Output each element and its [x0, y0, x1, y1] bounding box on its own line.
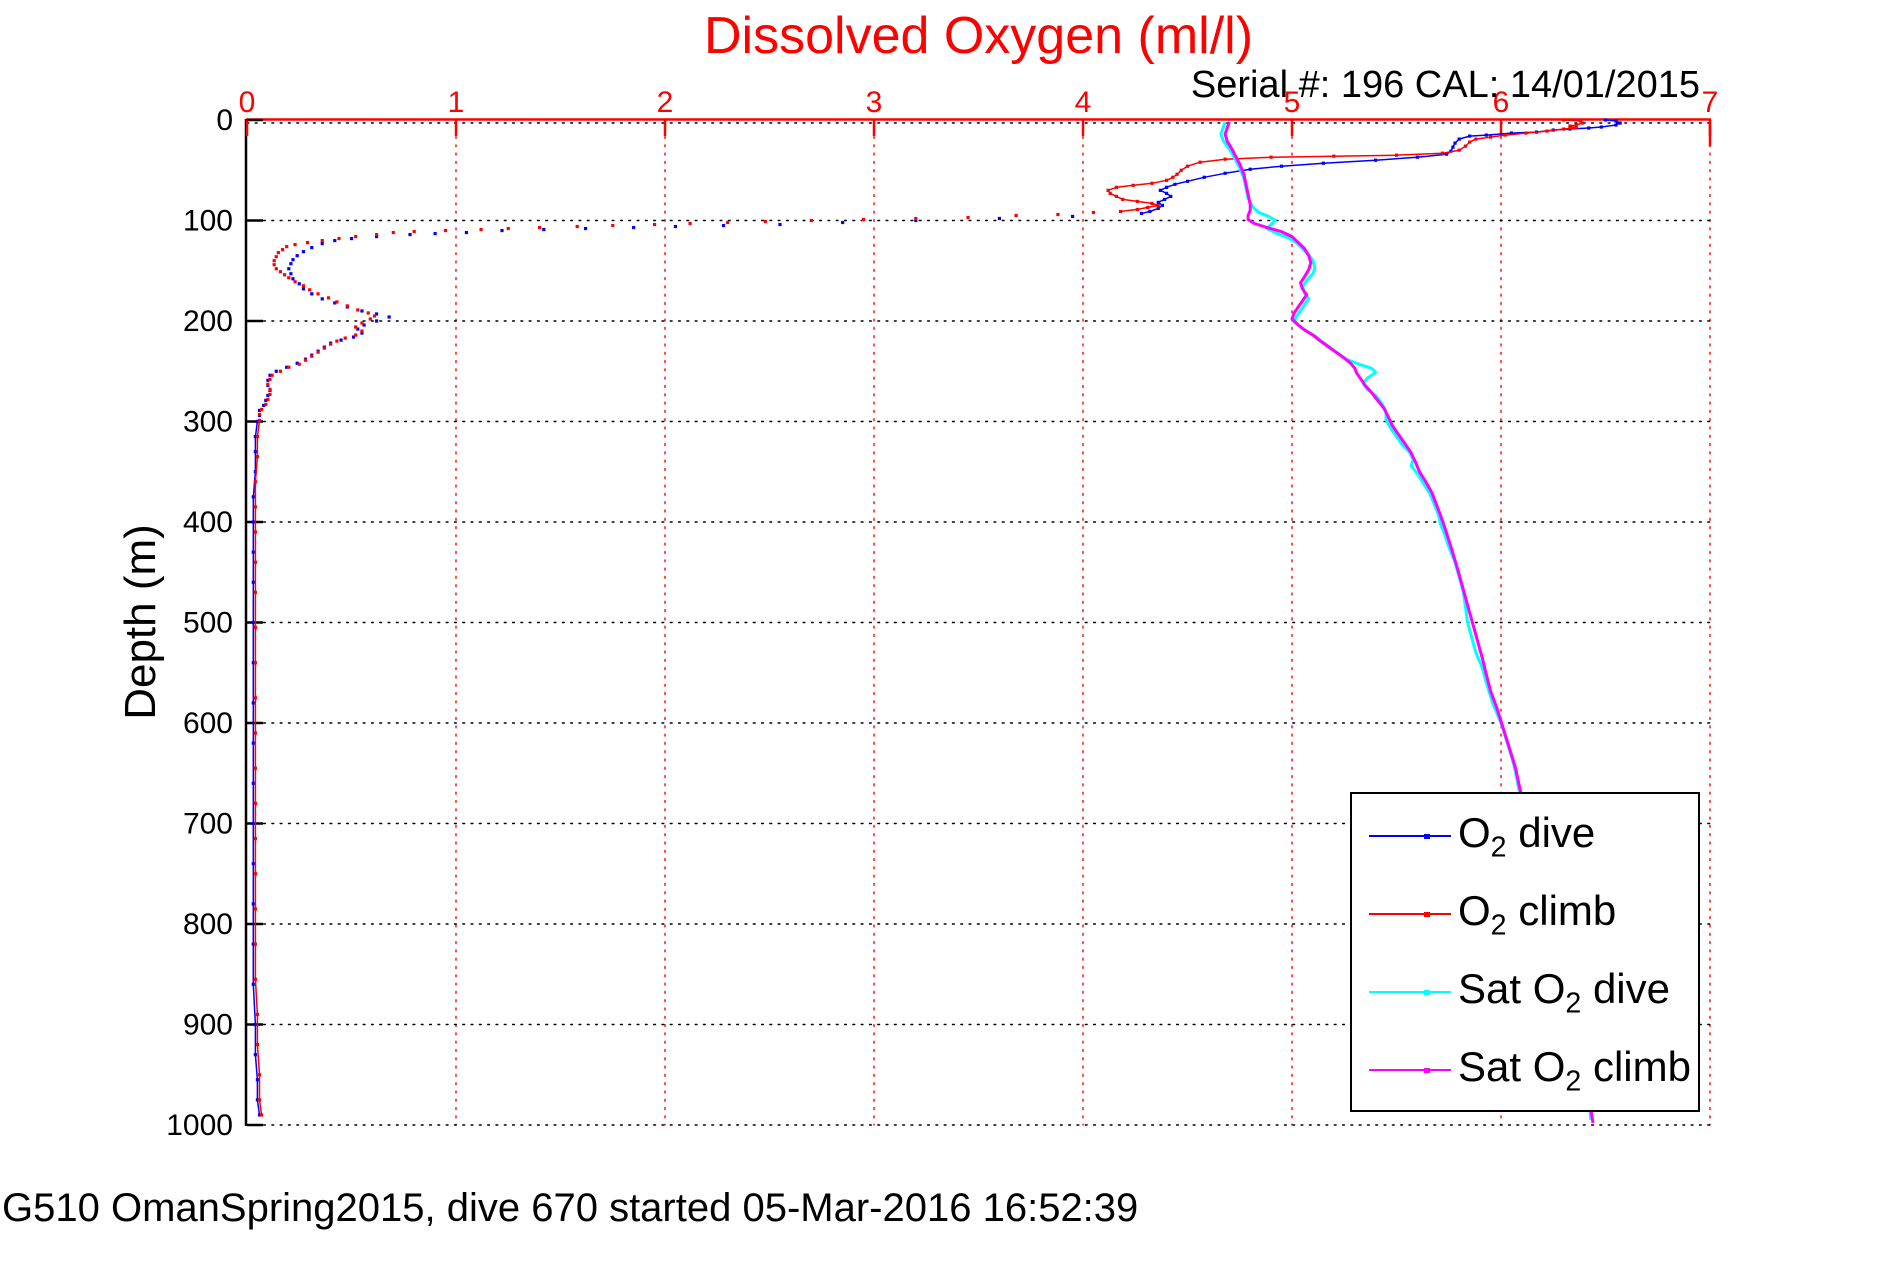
svg-text:0: 0	[216, 104, 233, 137]
svg-text:900: 900	[183, 1009, 233, 1042]
legend-entry-sato2-dive: Sat O2 dive	[1352, 952, 1698, 1030]
serial-cal-annotation: Serial #: 196 CAL: 14/01/2015	[1190, 64, 1700, 106]
svg-text:3: 3	[866, 86, 883, 119]
svg-text:300: 300	[183, 406, 233, 439]
y-axis-label: Depth (m)	[116, 524, 165, 720]
legend-marker-cyan	[1424, 990, 1430, 995]
legend-marker-red	[1424, 912, 1430, 917]
svg-text:1: 1	[448, 86, 465, 119]
svg-text:1000: 1000	[166, 1109, 233, 1142]
legend-line-sample-blue	[1369, 834, 1451, 839]
legend-entry-sato2-climb: Sat O2 climb	[1352, 1030, 1698, 1108]
svg-text:0: 0	[239, 86, 256, 119]
legend-entry-o2-climb: O2 climb	[1352, 874, 1698, 952]
svg-text:600: 600	[183, 707, 233, 740]
legend-line-sample-magenta	[1369, 1068, 1451, 1073]
svg-text:6: 6	[1493, 86, 1510, 119]
legend-line-sample-cyan	[1369, 990, 1451, 995]
svg-text:2: 2	[657, 86, 674, 119]
svg-text:800: 800	[183, 908, 233, 941]
legend-marker-blue	[1424, 834, 1430, 839]
svg-text:700: 700	[183, 808, 233, 841]
svg-text:400: 400	[183, 506, 233, 539]
legend-entry-o2-dive: O2 dive	[1352, 796, 1698, 874]
legend-box: O2 dive O2 climb Sat O2 dive Sat O2 clim…	[1350, 792, 1700, 1112]
dive-caption: G510 OmanSpring2015, dive 670 started 05…	[2, 1186, 1139, 1230]
legend-label: Sat O2 climb	[1458, 1043, 1691, 1098]
chart-title: Dissolved Oxygen (ml/l)	[703, 7, 1254, 65]
legend-label: Sat O2 dive	[1458, 965, 1670, 1020]
legend-marker-magenta	[1424, 1068, 1430, 1073]
svg-text:5: 5	[1284, 86, 1301, 119]
svg-text:4: 4	[1075, 86, 1092, 119]
legend-label: O2 climb	[1458, 887, 1617, 942]
svg-text:100: 100	[183, 205, 233, 238]
legend-label: O2 dive	[1458, 809, 1596, 864]
legend-line-sample-red	[1369, 912, 1451, 917]
svg-text:200: 200	[183, 305, 233, 338]
svg-text:7: 7	[1702, 86, 1719, 119]
svg-text:500: 500	[183, 607, 233, 640]
